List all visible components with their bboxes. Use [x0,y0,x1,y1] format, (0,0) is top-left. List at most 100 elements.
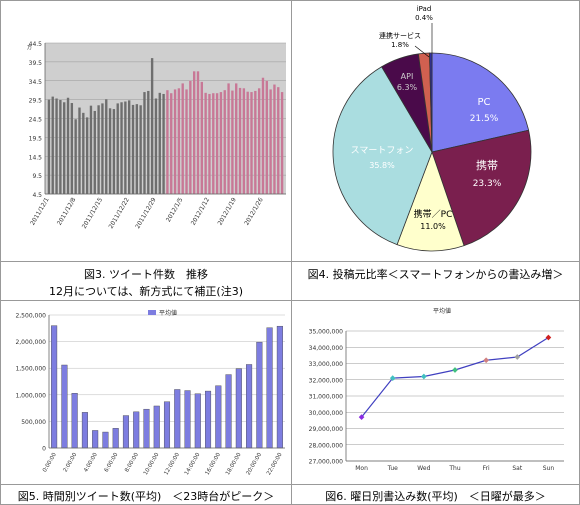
fig3-bar [108,108,112,194]
fig3-bar [162,93,165,194]
fig5-xtick-label: 18:00:00 [225,452,243,477]
fig6-ytick-label: 27,000,000 [309,459,344,466]
fig3-bar [166,90,169,194]
fig4-label-ipad: iPad [417,5,432,13]
fig3-bar [147,90,150,194]
fig5-bar [143,408,150,449]
fig5-ytick-label: 0 [42,446,46,453]
fig3-xtick-label: 2012/1/26 [243,196,265,226]
fig4-slice-kt [431,129,532,247]
fig5-legend-label: 平均値 [159,309,177,317]
fig3-bar [128,100,131,194]
fig3-bar [231,90,234,194]
fig6-marker [514,354,521,360]
fig5-xtick-label: 22:00:00 [266,452,284,477]
fig3-ytick-label: 4.5 [32,192,42,199]
fig4-label-pc: PC [477,97,490,108]
fig3-caption-line1: 図3. ツイート件数 推移 [84,268,208,281]
fig5-bar [276,325,283,449]
fig3-bar [227,83,230,194]
fig3-bar [280,92,284,194]
fig3-bar [47,99,51,194]
fig5-bar [184,390,191,449]
fig5-bar [205,390,212,449]
fig4-value-ipad: 0.4% [415,14,433,22]
fig6-xtick-label: Mon [355,465,368,472]
fig5-chart: 0 500,000 1,000,000 1,500,000 2,000,000 2,500… [15,309,285,477]
fig5-ytick-label: 2,000,000 [15,339,46,346]
fig3-xtick-label: 2011/12/22 [108,196,131,230]
fig5-xtick-label: 10:00:00 [143,452,161,477]
fig5-bar [92,430,99,449]
fig5-xtick-label: 14:00:00 [184,452,202,477]
fig3-ytick-label: 34.5 [29,79,43,86]
fig3-bar [277,87,280,194]
fig5-bar [133,411,140,449]
fig6-ytick-label: 32,000,000 [309,377,344,384]
fig3-bar [82,112,85,194]
fig3-xtick-label: 2011/12/15 [81,196,104,230]
fig6-xtick-label: Sat [512,465,522,472]
fig6-ytick-label: 31,000,000 [309,394,344,401]
fig5-bar [215,385,222,449]
fig3-bar [105,99,108,194]
fig6-ytick-label: 29,000,000 [309,426,344,433]
fig5-xtick-label: 2:00:00 [63,452,79,474]
fig4-panel: PC 21.5% 携帯 23.3% 携帯／PC 11.0% スマートフォン 35.8% API 6… [291,0,580,262]
fig3-bar [273,84,276,194]
fig3-bar [170,93,173,194]
fig3-bar [85,117,89,194]
fig3-ytick-label: 24.5 [29,117,43,124]
fig3-bar [235,83,238,194]
fig4-label-api: API [401,72,414,81]
fig6-caption: 図6. 曜日別書込み数(平均) ＜日曜が最多＞ [325,490,546,503]
fig6-panel: 平均値 27,000,000 28,000,000 29,000,000 30,000,… [291,300,580,485]
fig3-bar [265,80,268,194]
fig3-bar [257,88,261,194]
fig5-bar [246,364,253,449]
fig3-caption-box: 図3. ツイート件数 推移 12月については、新方式にて補正(注3) [0,261,292,301]
fig3-bar [189,80,192,194]
fig3-panel: 4.5 9.5 14.5 19.5 24.5 29.5 34.5 39.5 44.5 万 2011/… [0,0,292,262]
fig5-caption: 図5. 時間別ツイート数(平均) ＜23時台がピーク＞ [17,490,275,503]
fig3-caption-line2: 12月については、新方式にて補正(注3) [48,285,244,298]
fig3-bar [177,88,181,194]
fig6-series-line [361,336,549,418]
fig3-bar [89,105,93,194]
fig4-leader-rs [414,45,430,58]
fig5-bar [112,428,119,449]
fig3-bar [196,71,200,194]
fig3-bar [78,107,81,194]
fig3-bar [97,105,100,194]
fig4-caption-box: 図4. 投稿元比率＜スマートフォンからの書込み増＞ [291,261,580,301]
fig3-bar [63,102,66,194]
fig6-ytick-label: 33,000,000 [309,361,344,368]
fig4-value-kt: 23.3% [473,179,502,189]
fig4-value-sp: 35.8% [369,161,395,170]
fig3-bar [55,98,58,194]
fig3-bar [154,98,158,194]
fig3-bar [254,90,257,194]
fig3-bar [212,93,215,194]
fig5-panel: 0 500,000 1,000,000 1,500,000 2,000,000 2,500… [0,300,292,485]
fig3-bar [120,102,123,194]
fig4-slice-ktpc [396,150,465,252]
fig5-xtick-label: 20:00:00 [246,452,264,477]
fig6-caption-box: 図6. 曜日別書込み数(平均) ＜日曜が最多＞ [291,484,580,505]
fig3-bar [101,103,104,194]
fig3-bar [93,110,96,194]
fig3-ytick-label: 44.5 [29,41,43,48]
fig5-bar [51,325,58,449]
fig3-ytick-label: 14.5 [29,154,43,161]
fig5-xtick-label: 12:00:00 [163,452,181,477]
fig3-bar [219,92,223,194]
fig3-bar [173,89,177,194]
fig3-bar [70,103,74,194]
fig6-chart: 平均値 27,000,000 28,000,000 29,000,000 30,000,… [309,307,564,472]
fig3-xtick-label: 2011/12/8 [56,196,78,226]
fig3-xtick-label: 2011/12/29 [134,196,157,230]
fig3-bar [135,104,139,194]
fig5-bar [153,405,160,449]
fig5-bar [61,364,68,449]
